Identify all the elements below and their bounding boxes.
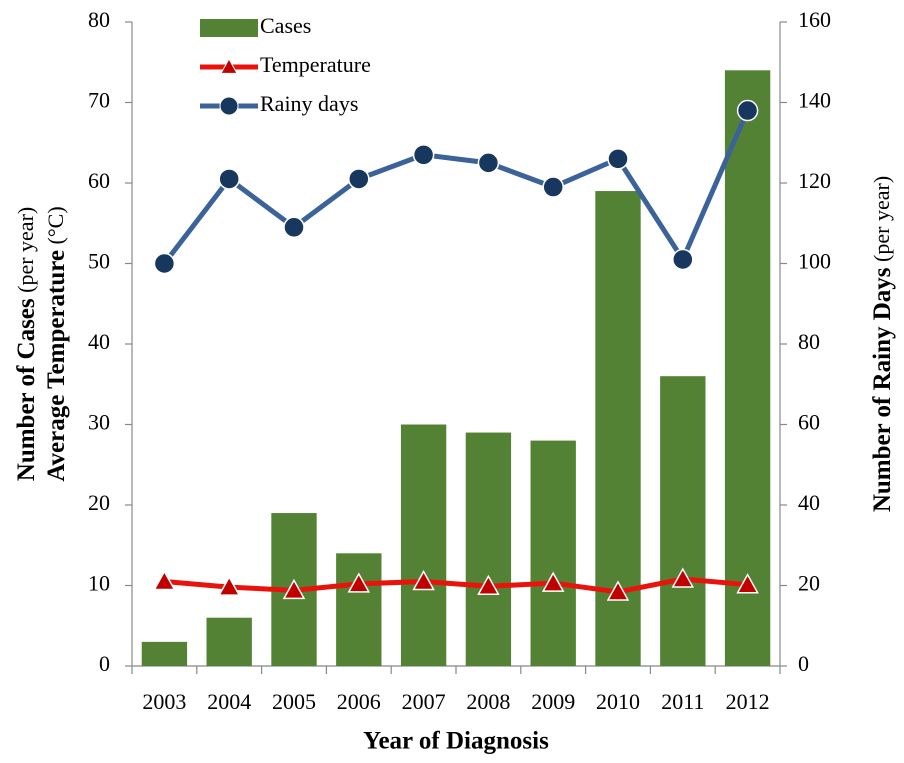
- x-tick-label: 2005: [272, 689, 316, 714]
- bar: [141, 641, 188, 666]
- marker: [607, 148, 629, 170]
- marker: [412, 569, 435, 591]
- bar: [530, 440, 576, 666]
- bar: [724, 70, 771, 667]
- y2-tick-label: 20: [798, 571, 820, 596]
- y-axis-title-2-bold: Average Temperature: [43, 250, 70, 482]
- marker: [218, 168, 240, 190]
- x-tick-label: 2010: [596, 689, 640, 714]
- legend-label: Cases: [260, 13, 311, 38]
- y-axis-title-unit: (per year): [13, 207, 38, 293]
- y2-tick-label: 120: [798, 168, 831, 193]
- y-tick-label: 70: [88, 88, 110, 113]
- y-tick-label: 60: [88, 168, 110, 193]
- x-tick-label: 2012: [726, 689, 770, 714]
- marker: [736, 99, 759, 122]
- marker: [606, 580, 630, 601]
- legend-label: Rainy days: [260, 91, 358, 116]
- y-tick-label: 0: [99, 651, 110, 676]
- y-tick-label: 50: [88, 249, 110, 274]
- y-tick-label: 80: [88, 7, 110, 32]
- marker: [672, 248, 694, 271]
- x-tick-label: 2006: [337, 689, 381, 714]
- bar: [660, 376, 706, 666]
- bar: [400, 424, 447, 666]
- marker: [671, 567, 695, 588]
- marker: [477, 574, 500, 596]
- y2-tick-label: 40: [798, 490, 820, 515]
- y2-tick-label: 80: [798, 329, 820, 354]
- bar: [336, 553, 382, 666]
- y2-axis-title: Number of Rainy Days (per year): [869, 176, 896, 512]
- x-tick-label: 2011: [661, 689, 704, 714]
- x-tick-label: 2007: [402, 689, 446, 714]
- y-tick-label: 20: [88, 490, 110, 515]
- y-tick-label: 40: [88, 329, 110, 354]
- bar: [465, 432, 512, 666]
- y2-axis-title-bold: Number of Rainy Days: [869, 267, 896, 512]
- marker: [347, 572, 371, 593]
- marker: [283, 216, 305, 239]
- marker: [541, 571, 565, 592]
- y2-tick-label: 160: [798, 7, 831, 32]
- legend-marker: [219, 96, 239, 116]
- line: [162, 109, 750, 266]
- y-axis-title-2-unit: (°C): [43, 206, 68, 244]
- y-tick-label: 10: [88, 571, 110, 596]
- marker: [282, 578, 306, 600]
- x-axis-title: Year of Diagnosis: [363, 728, 549, 755]
- x-tick-label: 2004: [207, 689, 251, 714]
- bar: [206, 617, 252, 666]
- marker: [217, 575, 241, 596]
- marker: [736, 573, 759, 594]
- marker: [153, 569, 176, 591]
- y-axis-title-2: Average Temperature (°C): [43, 206, 70, 481]
- marker: [412, 144, 435, 166]
- line: [164, 576, 748, 595]
- marker: [542, 176, 564, 198]
- y2-tick-label: 60: [798, 410, 820, 435]
- x-tick-label: 2008: [466, 689, 510, 714]
- legend-swatch: [200, 19, 258, 37]
- y-axis-title: Number of Cases (per year): [13, 207, 40, 481]
- legend-marker: [220, 57, 238, 74]
- marker: [348, 168, 370, 190]
- marker: [477, 152, 500, 174]
- y2-tick-label: 140: [798, 88, 831, 113]
- y-tick-label: 30: [88, 410, 110, 435]
- y2-tick-label: 100: [798, 249, 831, 274]
- legend-label: Temperature: [260, 52, 371, 77]
- y2-tick-label: 0: [798, 651, 809, 676]
- x-tick-label: 2009: [531, 689, 575, 714]
- x-tick-label: 2003: [142, 689, 186, 714]
- marker: [153, 252, 176, 275]
- y-axis-title-bold: Number of Cases: [13, 298, 40, 481]
- y2-axis-title-unit: (per year): [869, 176, 894, 262]
